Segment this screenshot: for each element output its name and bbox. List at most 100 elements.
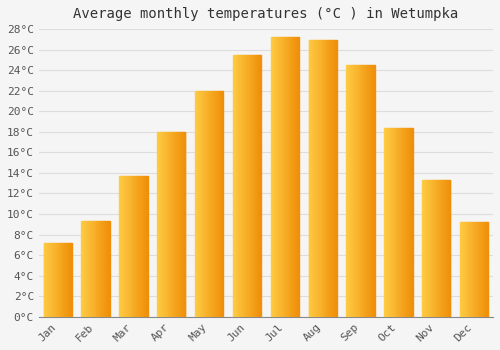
Bar [443,180,444,317]
Bar [130,176,132,317]
Bar [50,243,51,317]
Bar [439,180,440,317]
Bar [139,176,140,317]
Bar [70,243,71,317]
Bar [128,176,130,317]
Bar [204,91,206,317]
Bar [195,91,196,317]
Bar [102,221,103,317]
Bar [160,132,161,317]
Bar [475,222,476,317]
Bar [387,128,388,317]
Bar [367,65,368,317]
Bar [258,55,260,317]
Bar [212,91,213,317]
Bar [319,40,320,317]
Bar [249,55,250,317]
Bar [141,176,142,317]
Bar [292,37,294,317]
Bar [468,222,469,317]
Bar [58,243,59,317]
Bar [270,37,272,317]
Bar [315,40,316,317]
Bar [53,243,54,317]
Bar [125,176,126,317]
Bar [136,176,137,317]
Bar [396,128,398,317]
Bar [71,243,72,317]
Bar [442,180,443,317]
Bar [362,65,364,317]
Bar [314,40,315,317]
Bar [46,243,48,317]
Bar [184,132,186,317]
Bar [461,222,462,317]
Bar [403,128,404,317]
Bar [427,180,428,317]
Bar [272,37,274,317]
Bar [68,243,69,317]
Bar [410,128,412,317]
Bar [484,222,486,317]
Bar [296,37,297,317]
Bar [256,55,258,317]
Bar [123,176,124,317]
Bar [438,180,439,317]
Bar [172,132,173,317]
Bar [166,132,168,317]
Bar [67,243,68,317]
Bar [425,180,426,317]
Bar [134,176,136,317]
Bar [318,40,319,317]
Bar [279,37,280,317]
Bar [280,37,281,317]
Bar [444,180,445,317]
Bar [179,132,180,317]
Bar [252,55,254,317]
Bar [298,37,299,317]
Bar [424,180,425,317]
Bar [445,180,446,317]
Bar [364,65,366,317]
Bar [142,176,143,317]
Bar [464,222,466,317]
Bar [87,221,88,317]
Bar [386,128,387,317]
Bar [196,91,197,317]
Bar [353,65,354,317]
Bar [369,65,370,317]
Bar [238,55,240,317]
Bar [354,65,355,317]
Bar [57,243,58,317]
Bar [322,40,324,317]
Bar [132,176,134,317]
Bar [137,176,138,317]
Bar [92,221,94,317]
Bar [170,132,172,317]
Bar [316,40,317,317]
Bar [320,40,321,317]
Bar [288,37,290,317]
Bar [391,128,392,317]
Bar [331,40,332,317]
Bar [66,243,67,317]
Bar [373,65,374,317]
Bar [405,128,406,317]
Bar [463,222,464,317]
Bar [120,176,121,317]
Bar [54,243,55,317]
Bar [283,37,284,317]
Bar [334,40,335,317]
Bar [388,128,389,317]
Bar [423,180,424,317]
Bar [328,40,330,317]
Bar [159,132,160,317]
Bar [355,65,356,317]
Bar [143,176,144,317]
Bar [357,65,358,317]
Bar [162,132,163,317]
Bar [360,65,362,317]
Bar [62,243,64,317]
Bar [385,128,386,317]
Bar [140,176,141,317]
